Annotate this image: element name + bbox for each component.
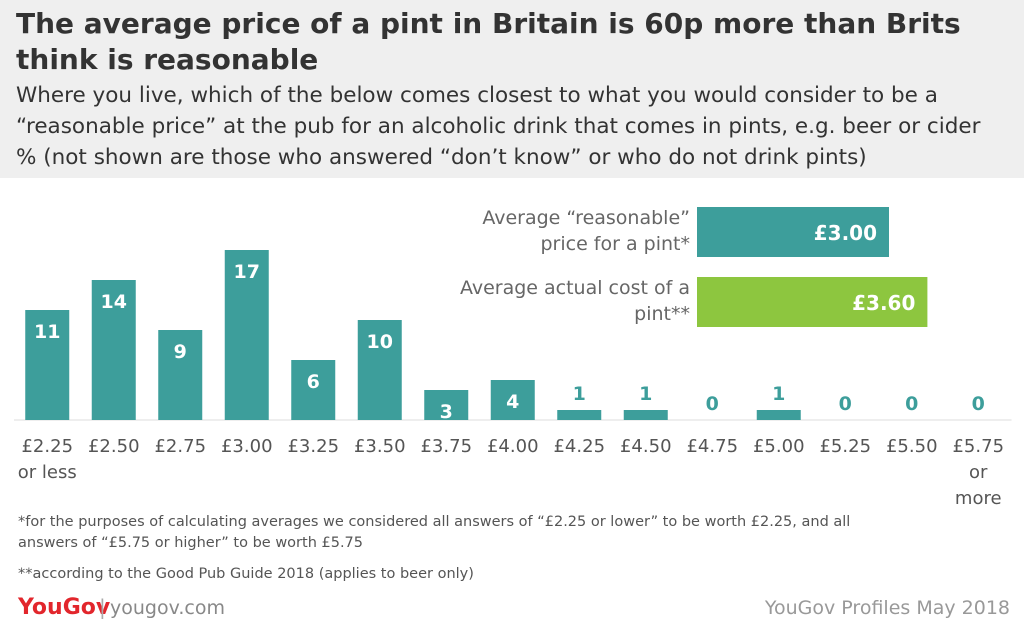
x-tick-label: £2.75 <box>154 436 207 457</box>
bar <box>91 280 136 420</box>
brand-logo: YouGov <box>18 595 111 620</box>
value-label: 4 <box>506 391 519 413</box>
value-label: 0 <box>706 393 719 415</box>
value-label: 0 <box>905 393 918 415</box>
value-label: 3 <box>440 401 453 423</box>
chart-title: The average price of a pint in Britain i… <box>16 7 961 76</box>
bar <box>158 330 203 420</box>
x-tick-label: £3.50 <box>353 436 406 457</box>
x-tick-label: £5.25 <box>819 436 872 457</box>
value-label: 0 <box>972 393 985 415</box>
x-tick-label: £4.00 <box>486 436 539 457</box>
separator: | <box>99 595 106 619</box>
bar <box>424 390 469 420</box>
bar <box>291 360 336 420</box>
average-value-label: £3.60 <box>852 291 915 315</box>
x-tick-label: £5.75 or more <box>952 436 1005 509</box>
bar <box>25 310 70 420</box>
x-tick-label: £4.50 <box>619 436 672 457</box>
value-label: 17 <box>234 261 260 283</box>
bar <box>490 380 535 420</box>
header <box>0 0 1024 178</box>
source: YouGov Profiles May 2018 <box>764 597 1010 619</box>
bar <box>756 410 801 420</box>
average-label: Average “reasonable” price for a pint* <box>482 207 690 255</box>
value-label: 1 <box>639 383 652 405</box>
x-tick-label: £2.25 or less <box>17 436 77 483</box>
x-tick-label: £5.00 <box>752 436 805 457</box>
x-tick-label: £3.75 <box>420 436 473 457</box>
average-label: Average actual cost of a pint** <box>459 277 690 325</box>
footnote: *for the purposes of calculating average… <box>18 514 851 551</box>
subtitle: Where you live, which of the below comes… <box>16 83 981 139</box>
bar <box>623 410 668 420</box>
x-tick-label: £5.50 <box>885 436 938 457</box>
average-bar <box>697 277 928 327</box>
average-bar <box>697 207 889 257</box>
value-label: 9 <box>174 341 187 363</box>
bar <box>557 410 602 420</box>
x-tick-label: £3.00 <box>220 436 273 457</box>
x-tick-label: £4.25 <box>553 436 606 457</box>
website[interactable]: yougov.com <box>110 597 225 619</box>
value-label: 6 <box>307 371 320 393</box>
x-tick-label: £2.50 <box>87 436 140 457</box>
bar <box>357 320 402 420</box>
footnote: **according to the Good Pub Guide 2018 (… <box>18 566 474 582</box>
note: % (not shown are those who answered “don… <box>16 145 867 170</box>
x-tick-label: £4.75 <box>686 436 739 457</box>
value-label: 14 <box>101 291 127 313</box>
value-label: 10 <box>367 331 393 353</box>
value-label: 1 <box>573 383 586 405</box>
average-value-label: £3.00 <box>814 221 877 245</box>
value-label: 0 <box>839 393 852 415</box>
x-tick-label: £3.25 <box>287 436 340 457</box>
value-label: 1 <box>772 383 785 405</box>
value-label: 11 <box>34 321 60 343</box>
bar <box>224 250 269 420</box>
